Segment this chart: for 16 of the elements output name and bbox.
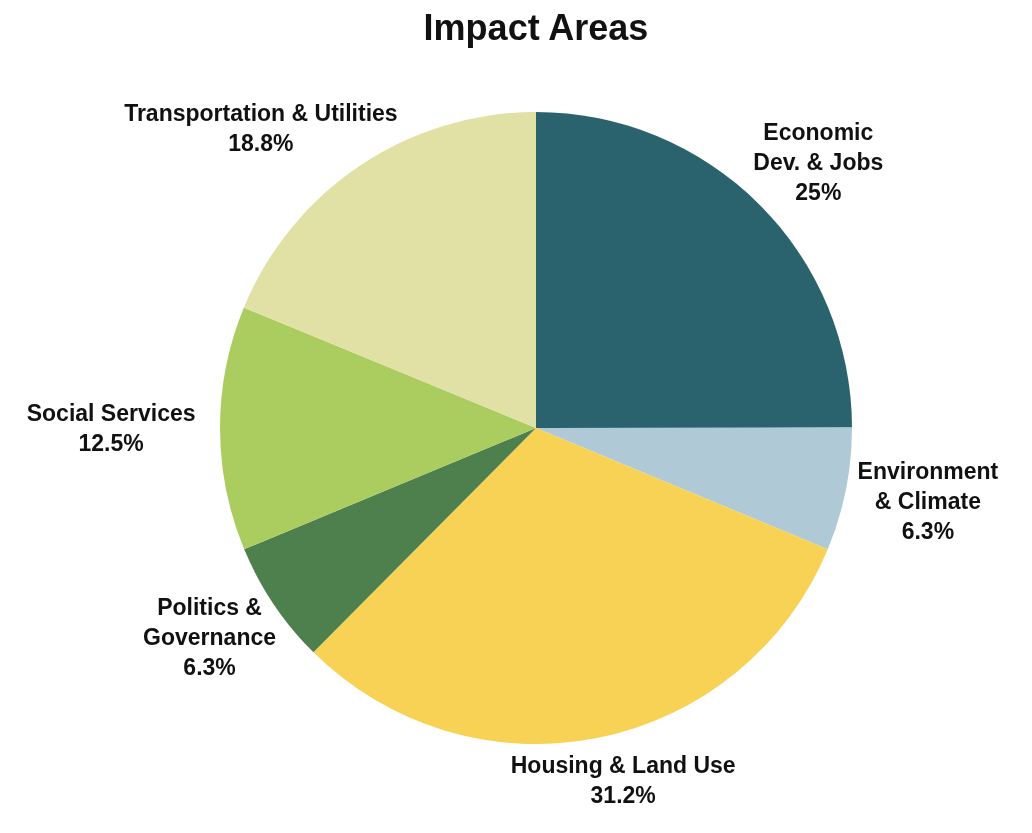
data-label: 6.3%: [183, 653, 236, 680]
data-label: 6.3%: [901, 517, 955, 544]
data-label: 18.8%: [228, 130, 294, 157]
slice-label: Politics & Governance: [143, 593, 277, 650]
data-label: 25%: [795, 179, 842, 206]
chart-title: Impact Areas: [423, 7, 649, 48]
data-label: 31.2%: [590, 782, 656, 809]
slice-label: Environment & Climate: [857, 457, 999, 514]
pie-slice: [220, 307, 536, 550]
slice-label: Transportation & Utilities: [124, 100, 398, 127]
pie-slice: [313, 428, 828, 744]
pie-slice: [536, 427, 852, 550]
slice-label: Social Services: [26, 400, 196, 427]
slice-label: Housing & Land Use: [510, 752, 736, 779]
slice-label: Economic Dev. & Jobs: [753, 119, 884, 176]
data-label: 12.5%: [78, 430, 144, 457]
